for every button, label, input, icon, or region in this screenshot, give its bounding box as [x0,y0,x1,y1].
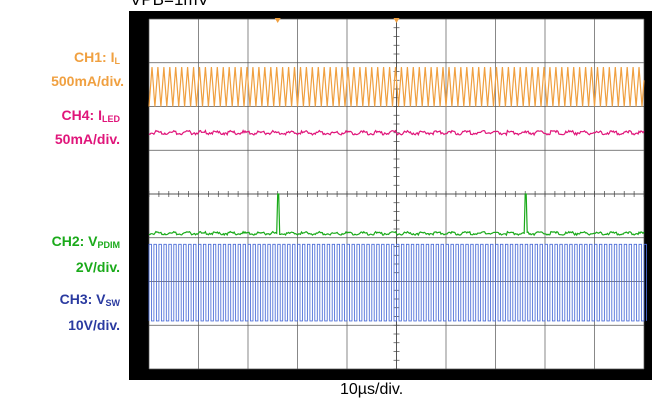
ch2-label: CH2: VPDIM [0,232,120,254]
ch1-name-sub: L [114,56,121,66]
trigger-position-marker [274,18,281,23]
ch2-scale: 2V/div. [75,259,120,275]
scope-plot [148,18,647,370]
ch4-label: CH4: ILED [0,106,120,128]
traces [148,18,647,322]
ch2-trace [149,193,645,237]
ch4-scale: 50mA/div. [54,131,120,147]
timebase-label: 10µs/div. [340,381,404,398]
ch1-scale: 500mA/div. [51,73,124,89]
ch3-name: CH3: V [59,291,106,307]
ch3-scale: 10V/div. [68,317,120,333]
ch1-label: CH1: IL [0,48,120,70]
center-marker [393,18,400,23]
ch4-name-sub: LED [102,114,120,124]
ch3-name-sub: SW [105,298,121,308]
ch1-trace [148,67,645,107]
ch3-label: CH3: VSW [0,290,120,312]
ch2-name: CH2: V [51,233,98,249]
oscilloscope-screen [129,11,652,380]
chart-title: VPB=1mV [130,0,330,9]
ch2-name-sub: PDIM [97,240,121,250]
ch4-name: CH4: I [61,107,102,123]
ch1-name: CH1: I [74,49,115,65]
ch4-trace [148,129,645,137]
ch3-trace [148,243,647,322]
